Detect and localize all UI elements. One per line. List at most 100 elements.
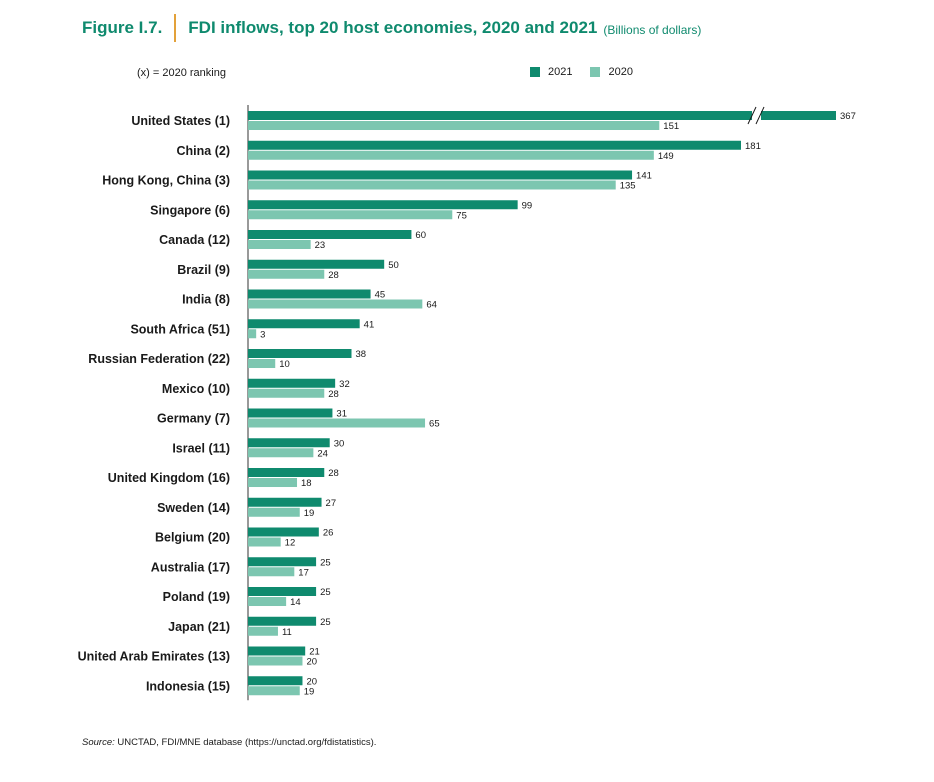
figure-unit: (Billions of dollars): [603, 22, 702, 37]
bar-2021: [248, 527, 319, 537]
data-label-2020: 23: [315, 240, 326, 251]
category-label: Russian Federation (22): [88, 352, 230, 366]
bar-2021: [248, 468, 325, 477]
bar-2020: [248, 329, 257, 339]
bar-2021: [248, 646, 306, 656]
category-label: South Africa (51): [130, 322, 230, 336]
bar-2020: [248, 537, 281, 547]
data-label-2020: 11: [282, 627, 292, 638]
bar-2021: [248, 557, 317, 567]
legend-label-2021: 2021: [548, 66, 573, 78]
data-label-2021: 32: [339, 379, 350, 390]
bar-2021: [248, 616, 317, 626]
bar-2021: [248, 289, 371, 299]
data-label-2020: 65: [429, 419, 440, 430]
bar-2020: [248, 567, 295, 577]
data-label-2021: 38: [356, 349, 367, 360]
bar-2020: [248, 180, 616, 190]
data-label-2021: 25: [320, 587, 331, 598]
ranking-note: (x) = 2020 ranking: [137, 67, 226, 79]
data-label-2020: 149: [658, 151, 674, 162]
data-label-2020: 64: [426, 300, 437, 311]
data-label-2021: 31: [336, 409, 347, 420]
legend-swatch-2020: [590, 67, 601, 77]
data-label-2021: 45: [375, 290, 386, 301]
bar-2021: [248, 140, 741, 150]
data-label-2021: 60: [415, 230, 426, 241]
data-label-2021: 21: [309, 647, 320, 658]
data-label-2020: 3: [260, 329, 265, 340]
data-label-2021: 99: [522, 200, 533, 211]
axis-break-mark: [755, 106, 765, 125]
bar-2020: [248, 418, 426, 428]
data-label-2020: 75: [456, 210, 467, 221]
category-label: Japan (21): [168, 620, 230, 634]
category-label: Israel (11): [172, 441, 230, 455]
bar-2021: [248, 408, 333, 418]
source-text: UNCTAD, FDI/MNE database (https://unctad…: [117, 737, 377, 748]
source-note: Source: UNCTAD, FDI/MNE database (https:…: [82, 737, 376, 748]
data-label-2021: 25: [320, 617, 331, 628]
legend-swatch-2021: [530, 67, 540, 77]
bar-2020: [248, 656, 303, 666]
category-label: Singapore (6): [150, 203, 230, 217]
figure-header: Figure I.7. FDI inflows, top 20 host eco…: [82, 14, 701, 42]
axis-break-mark: [747, 106, 757, 125]
bar-2020: [248, 359, 276, 368]
category-label: Brazil (9): [177, 263, 230, 277]
data-label-2021: 27: [326, 498, 337, 509]
data-label-2020: 135: [620, 181, 636, 192]
category-label: Canada (12): [159, 233, 230, 247]
data-label-2021: 30: [334, 438, 345, 449]
data-label-2021: 20: [306, 676, 317, 687]
data-label-2021: 41: [364, 319, 375, 330]
bar-2021: [248, 259, 385, 269]
bar-2020: [248, 507, 300, 517]
bar-2020: [248, 269, 325, 279]
bar-2021: [248, 230, 412, 239]
data-label-2020: 20: [306, 657, 317, 668]
data-label-2020: 19: [304, 686, 315, 697]
data-label-2020: 28: [328, 389, 339, 400]
bar-2020: [248, 626, 278, 636]
bar-2021: [248, 349, 352, 358]
category-label: United Arab Emirates (13): [78, 650, 230, 664]
bar-2020: [248, 388, 325, 398]
data-label-2021: 50: [388, 260, 399, 271]
bar-2020: [248, 210, 453, 220]
data-label-2020: 28: [328, 270, 339, 281]
category-label: India (8): [182, 293, 230, 307]
figure-title: FDI inflows, top 20 host economies, 2020…: [188, 18, 598, 37]
bar-2021: [248, 200, 518, 210]
legend-item-2020: 2020: [590, 66, 633, 78]
bar-2020: [248, 121, 660, 130]
category-label: United Kingdom (16): [108, 471, 230, 485]
category-label: Germany (7): [157, 412, 230, 426]
data-label-2021: 141: [636, 171, 652, 182]
bar-2021: [248, 587, 317, 596]
category-label: Poland (19): [163, 590, 230, 604]
bar-2021: [248, 319, 360, 329]
category-label: United States (1): [131, 114, 230, 128]
bar-2020: [248, 240, 311, 249]
category-label: Hong Kong, China (3): [102, 174, 230, 188]
bar-2021: [248, 497, 322, 507]
data-label-2021: 181: [745, 141, 761, 152]
legend: 2021 2020: [530, 66, 651, 78]
bar-2020: [248, 597, 287, 606]
data-label-2020: 24: [317, 448, 328, 459]
data-label-2020: 14: [290, 597, 301, 608]
category-label: China (2): [177, 144, 230, 158]
bar-2020: [248, 150, 654, 160]
data-label-2020: 10: [279, 359, 290, 370]
legend-item-2021: 2021: [530, 66, 572, 78]
data-label-2020: 18: [301, 478, 312, 489]
category-label: Sweden (14): [157, 501, 230, 515]
bar-2021: [248, 676, 303, 686]
legend-label-2020: 2020: [608, 66, 633, 78]
bar-2021: [248, 378, 336, 388]
bar-2020: [248, 478, 298, 487]
title-divider: [174, 14, 177, 42]
category-label: Indonesia (15): [146, 679, 230, 693]
